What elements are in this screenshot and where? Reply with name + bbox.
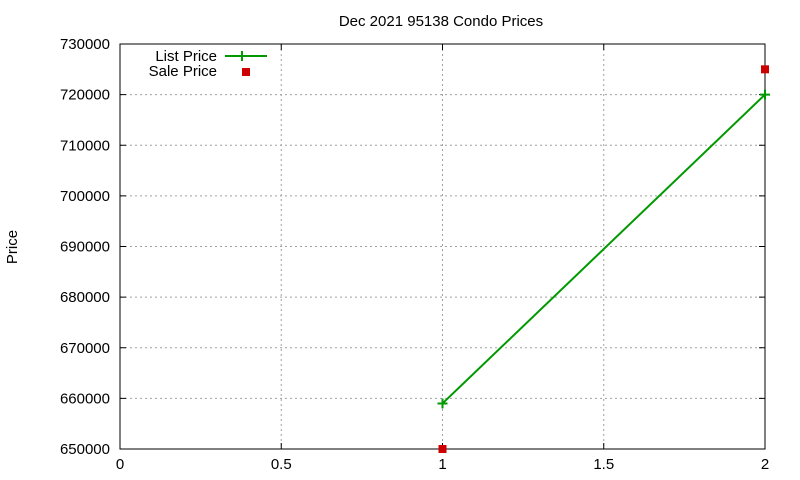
y-tick-label: 700000 xyxy=(60,188,110,205)
y-tick-label: 730000 xyxy=(60,36,110,53)
y-tick-label: 680000 xyxy=(60,289,110,306)
y-tick-label: 660000 xyxy=(60,390,110,407)
grid-lines xyxy=(120,44,765,449)
x-tick-label: 0.5 xyxy=(271,456,292,473)
x-tick-label: 1.5 xyxy=(593,456,614,473)
legend: List Price Sale Price xyxy=(149,48,267,80)
legend-marker-square xyxy=(242,68,250,76)
y-axis-label: Price xyxy=(4,230,21,264)
legend-label-sale-price: Sale Price xyxy=(149,63,217,80)
y-tick-label: 720000 xyxy=(60,87,110,104)
list-price-point xyxy=(760,89,770,100)
y-tick-label: 710000 xyxy=(60,137,110,154)
sale-price-point xyxy=(438,445,447,453)
y-tick-label: 690000 xyxy=(60,239,110,256)
x-tick-label: 0 xyxy=(116,456,124,473)
legend-label-list-price: List Price xyxy=(155,48,217,65)
legend-marker-plus xyxy=(237,51,247,61)
series-layer xyxy=(437,65,770,453)
list-price-line xyxy=(441,93,766,405)
chart-title: Dec 2021 95138 Condo Prices xyxy=(339,13,543,30)
x-axis-ticks: 0 0.5 1 1.5 2 xyxy=(116,44,769,473)
list-price-point xyxy=(437,398,448,409)
x-tick-label: 1 xyxy=(438,456,446,473)
y-tick-label: 650000 xyxy=(60,441,110,458)
x-tick-label: 2 xyxy=(761,456,769,473)
y-tick-label: 670000 xyxy=(60,340,110,357)
y-axis-ticks: 650000 660000 670000 680000 690000 700000 7100… xyxy=(60,36,765,458)
sale-price-point xyxy=(761,65,769,74)
